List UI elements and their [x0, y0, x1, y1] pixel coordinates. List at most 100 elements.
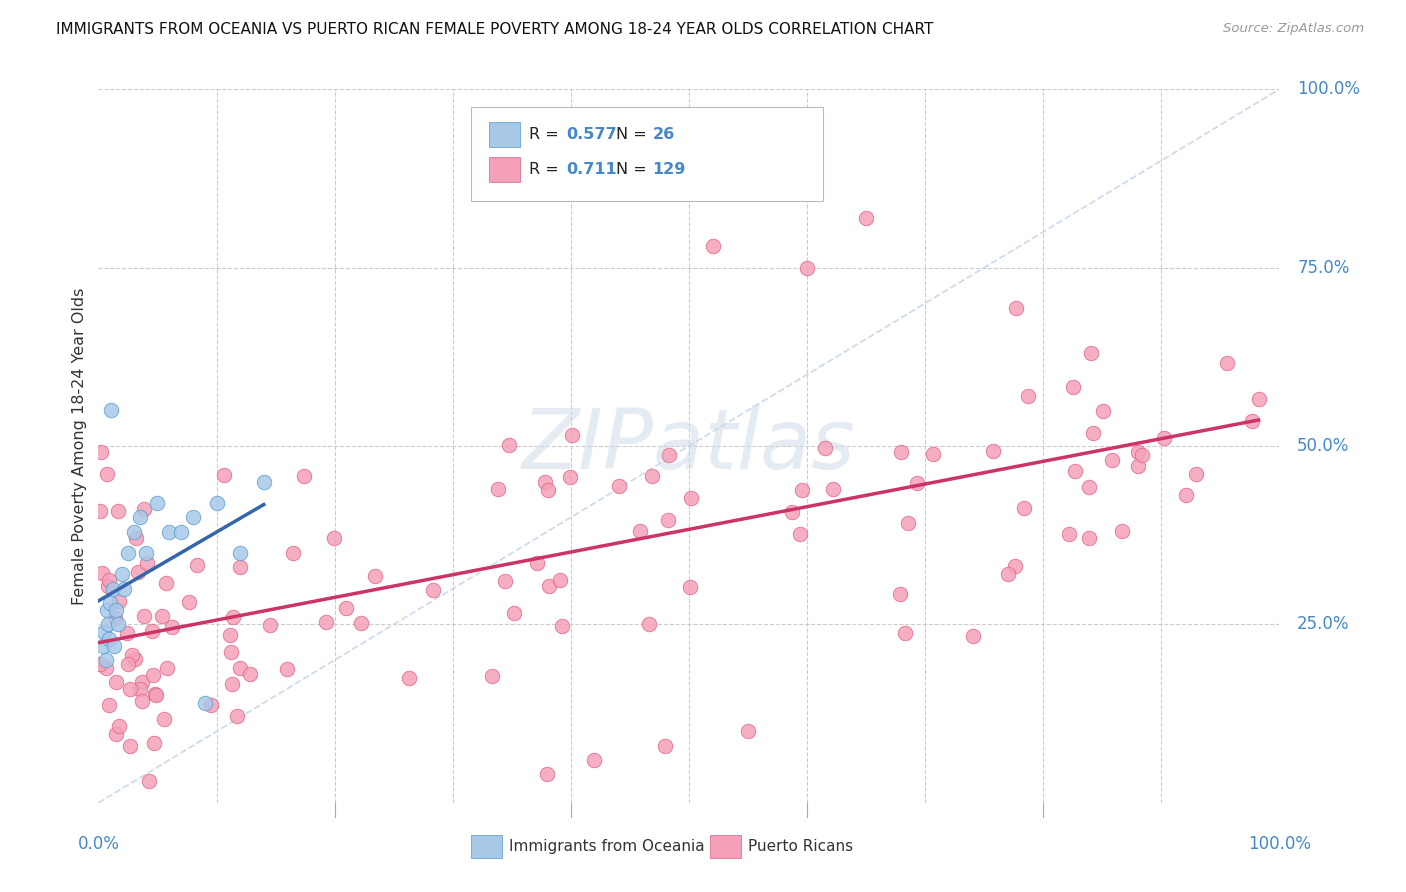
Point [1062, 380, 1084, 394]
Point [89, 504, 111, 518]
Point [1111, 524, 1133, 538]
Point [1078, 531, 1101, 545]
Point [560, 470, 582, 484]
Point [526, 557, 548, 571]
Point [315, 615, 337, 629]
Point [145, 688, 167, 702]
Point [105, 603, 128, 617]
Point [177, 594, 200, 608]
Text: 75.0%: 75.0% [1298, 259, 1350, 277]
Point [253, 475, 276, 489]
Point [96, 578, 118, 592]
Point [1017, 389, 1039, 403]
Point [1057, 527, 1080, 541]
Point [97, 698, 120, 712]
Point [229, 546, 252, 560]
Point [1247, 392, 1270, 407]
Point [229, 560, 252, 574]
Point [551, 619, 574, 633]
Point [94, 653, 117, 667]
Point [129, 682, 152, 697]
Point [1081, 426, 1104, 441]
Text: R =: R = [529, 128, 564, 142]
Point [143, 687, 166, 701]
Point [640, 469, 662, 483]
Point [981, 443, 1004, 458]
Point [89, 657, 111, 672]
Point [125, 531, 148, 545]
Point [1153, 430, 1175, 444]
Point [498, 438, 520, 452]
Point [132, 608, 155, 623]
Point [364, 568, 387, 582]
Point [607, 479, 630, 493]
Point [219, 645, 242, 659]
Point [780, 505, 803, 519]
Point [98, 632, 121, 646]
Point [117, 657, 139, 672]
Point [162, 620, 184, 634]
Point [96, 661, 118, 675]
Point [141, 624, 163, 639]
Point [1077, 479, 1099, 493]
Text: 129: 129 [652, 162, 686, 177]
Point [142, 668, 165, 682]
Point [1014, 501, 1036, 516]
Point [105, 674, 128, 689]
Point [1092, 404, 1115, 418]
Point [91, 639, 114, 653]
Point [135, 556, 157, 570]
Point [1004, 558, 1026, 573]
Point [486, 482, 509, 496]
Point [104, 611, 127, 625]
Point [481, 668, 503, 682]
Point [111, 567, 134, 582]
Point [138, 774, 160, 789]
Point [200, 698, 222, 713]
Point [155, 576, 177, 591]
Point [583, 753, 606, 767]
Point [1101, 453, 1123, 467]
Point [657, 513, 679, 527]
Text: 0.711: 0.711 [567, 162, 617, 177]
Point [105, 727, 128, 741]
Point [128, 510, 150, 524]
Point [350, 615, 373, 630]
Point [638, 616, 661, 631]
Point [789, 527, 811, 541]
Point [1185, 467, 1208, 481]
Point [90, 566, 112, 581]
Text: Immigrants from Oceania: Immigrants from Oceania [509, 839, 704, 854]
Point [107, 719, 129, 733]
Point [679, 491, 702, 505]
Point [1005, 301, 1028, 315]
Point [503, 606, 526, 620]
Point [96, 467, 118, 482]
Point [538, 579, 561, 593]
Point [814, 441, 837, 455]
Text: N =: N = [616, 162, 652, 177]
Point [131, 674, 153, 689]
Point [283, 546, 305, 560]
Point [221, 610, 243, 624]
Point [97, 573, 120, 587]
Point [170, 524, 193, 539]
Point [897, 516, 920, 531]
Point [1064, 464, 1087, 478]
Point [889, 587, 911, 601]
Point [122, 524, 145, 539]
Point [107, 504, 129, 518]
Point [96, 603, 118, 617]
Point [90, 445, 112, 459]
Point [679, 580, 702, 594]
Point [131, 694, 153, 708]
Point [561, 428, 583, 442]
Point [107, 617, 129, 632]
Text: Puerto Ricans: Puerto Ricans [748, 839, 853, 854]
Point [922, 447, 945, 461]
Point [1175, 488, 1198, 502]
Text: 100.0%: 100.0% [1298, 80, 1360, 98]
Point [1128, 459, 1150, 474]
Point [855, 211, 877, 225]
Point [226, 709, 249, 723]
